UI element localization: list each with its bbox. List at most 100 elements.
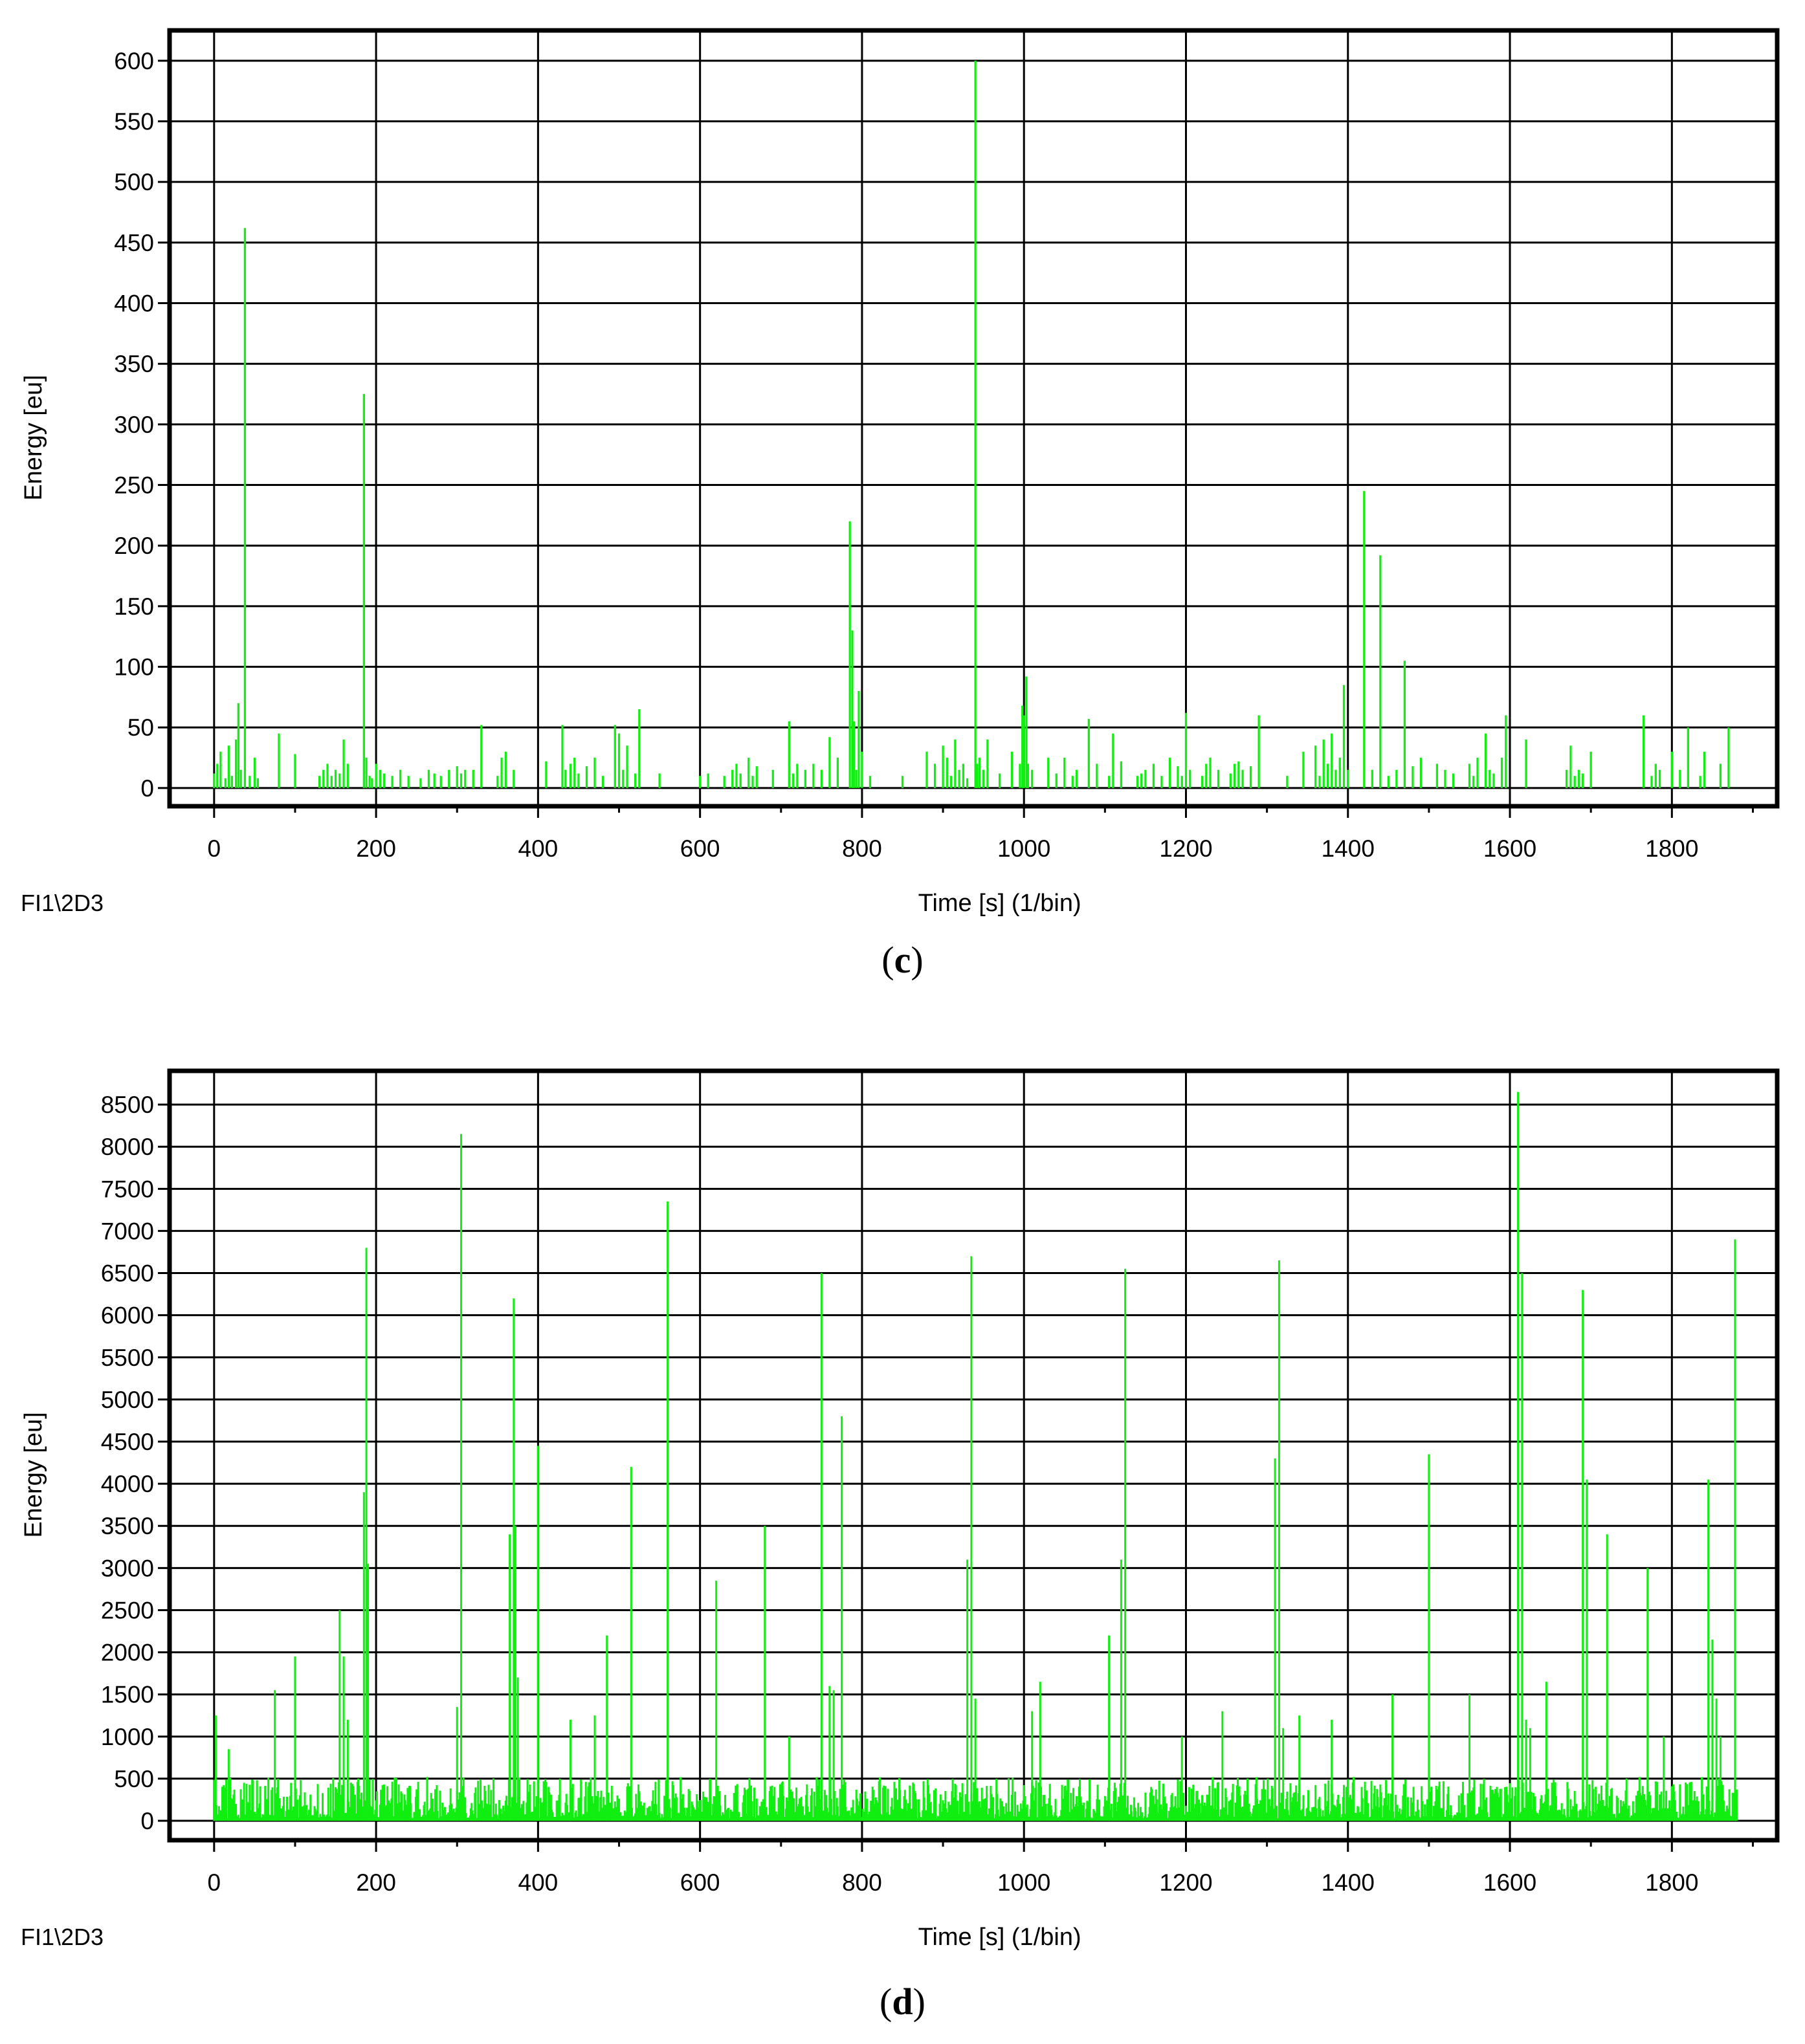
bar xyxy=(533,1781,535,1821)
bar xyxy=(1505,715,1507,788)
bar xyxy=(1640,1795,1643,1821)
bar xyxy=(1589,751,1592,788)
bar xyxy=(1347,769,1349,788)
bar xyxy=(1682,1807,1685,1821)
bar xyxy=(1468,1694,1470,1821)
bar xyxy=(609,1802,612,1821)
bar xyxy=(859,1793,861,1821)
bar xyxy=(976,764,979,788)
bar xyxy=(575,1810,577,1821)
bar xyxy=(667,1201,669,1821)
bar xyxy=(239,769,242,788)
bar xyxy=(1500,758,1503,788)
bar xyxy=(1286,1792,1289,1821)
bar xyxy=(1366,1790,1368,1821)
bar xyxy=(1232,1783,1234,1821)
bar xyxy=(828,1686,831,1821)
bar xyxy=(700,1800,702,1821)
y-tick-label: 50 xyxy=(127,714,154,741)
bar xyxy=(1457,1795,1460,1821)
bar xyxy=(1249,766,1252,788)
bar xyxy=(1347,1779,1349,1821)
bar xyxy=(1002,1806,1005,1821)
bars-group xyxy=(213,60,1730,788)
y-tick-label: 8000 xyxy=(101,1134,154,1160)
bar xyxy=(1621,1806,1623,1821)
bar xyxy=(518,1777,521,1821)
bar xyxy=(796,1806,799,1821)
bar xyxy=(603,1797,605,1821)
bar xyxy=(828,737,831,788)
bar xyxy=(1435,764,1439,788)
bar xyxy=(966,1559,969,1821)
bar xyxy=(635,1794,637,1821)
bar xyxy=(1500,1788,1502,1821)
bar xyxy=(1657,1810,1659,1821)
bar xyxy=(433,773,436,788)
bar xyxy=(249,1810,252,1821)
bar xyxy=(391,1781,393,1821)
bar xyxy=(432,1812,435,1821)
bar xyxy=(1072,1788,1075,1821)
bar xyxy=(639,1801,642,1821)
bar xyxy=(381,1785,384,1821)
bar xyxy=(844,1782,847,1821)
bar xyxy=(1371,769,1373,788)
bar xyxy=(724,1795,726,1821)
bar xyxy=(1630,1815,1633,1821)
bar xyxy=(338,773,341,788)
bar xyxy=(253,758,256,788)
bar xyxy=(545,761,548,788)
bar xyxy=(1158,1780,1160,1821)
bar xyxy=(683,1807,686,1821)
bar xyxy=(1628,1805,1630,1821)
bar xyxy=(1532,1792,1534,1821)
bar xyxy=(1545,1682,1547,1821)
bar xyxy=(1114,1787,1117,1821)
bar xyxy=(1728,1789,1731,1821)
bar xyxy=(606,1635,608,1821)
bar xyxy=(1442,1781,1445,1821)
bar xyxy=(249,1785,251,1821)
bar xyxy=(1447,1786,1450,1821)
bar xyxy=(249,776,251,788)
bar xyxy=(522,1801,525,1821)
bar xyxy=(278,733,280,788)
y-tick-label: 3000 xyxy=(101,1555,154,1581)
bar xyxy=(362,394,365,788)
bar xyxy=(1385,1780,1388,1821)
bar xyxy=(336,1792,338,1821)
x-tick-label: 1200 xyxy=(1159,1869,1212,1896)
bar xyxy=(638,1791,641,1821)
bar xyxy=(1450,1805,1452,1821)
bar xyxy=(899,1790,902,1821)
bar xyxy=(1206,1794,1209,1821)
bar xyxy=(259,1786,261,1821)
bar xyxy=(1632,1801,1634,1821)
y-tick-label: 200 xyxy=(114,533,154,559)
bar xyxy=(490,1790,493,1821)
bar xyxy=(968,1801,970,1821)
bar xyxy=(928,1794,931,1821)
bar xyxy=(1417,1810,1420,1821)
bar xyxy=(949,776,953,788)
bar xyxy=(243,228,247,788)
bar xyxy=(365,758,368,788)
bar xyxy=(396,1803,399,1821)
bar xyxy=(716,1785,719,1821)
bar xyxy=(1031,769,1034,788)
bar xyxy=(1699,776,1701,788)
source-label: FI1\2D3 xyxy=(21,890,104,916)
bar xyxy=(1096,764,1098,788)
bar xyxy=(477,1781,480,1821)
bar xyxy=(368,1779,371,1821)
bar xyxy=(1679,1784,1681,1821)
bar xyxy=(755,1798,758,1821)
bar xyxy=(342,1656,345,1821)
bar xyxy=(992,1797,995,1821)
bar xyxy=(600,1790,603,1821)
bar xyxy=(265,1799,268,1821)
bar xyxy=(318,776,321,788)
bar xyxy=(223,1788,226,1821)
bar xyxy=(375,764,377,788)
